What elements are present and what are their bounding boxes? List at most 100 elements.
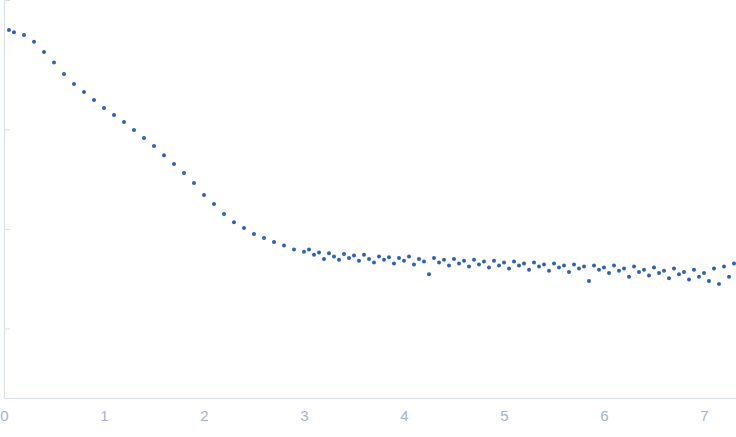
data-point <box>152 144 156 148</box>
data-point <box>697 275 701 279</box>
data-point <box>407 254 411 258</box>
data-point <box>202 193 206 197</box>
data-point <box>342 252 346 256</box>
x-tick: 6 <box>600 398 608 424</box>
x-tick-label: 3 <box>300 407 308 424</box>
data-point <box>112 113 116 117</box>
data-point <box>692 268 696 272</box>
data-point <box>162 153 166 157</box>
x-tick-label: 6 <box>600 407 608 424</box>
data-point <box>172 162 176 166</box>
y-axis-line <box>5 1 11 399</box>
data-point <box>537 264 541 268</box>
data-point <box>192 181 196 185</box>
y-tick-mark <box>4 129 10 130</box>
x-tick: 1 <box>100 398 108 424</box>
chart: 0 1 2 3 4 5 6 7 <box>0 0 736 437</box>
data-point <box>457 261 461 265</box>
data-point <box>392 261 396 265</box>
x-tick-label: 2 <box>200 407 208 424</box>
data-point <box>12 30 16 34</box>
data-point <box>82 90 86 94</box>
x-tick-label: 7 <box>700 407 708 424</box>
data-point <box>532 261 536 265</box>
y-tick <box>4 129 10 130</box>
data-point <box>547 269 551 273</box>
data-point <box>472 258 476 262</box>
data-point <box>587 279 591 283</box>
points <box>7 28 736 286</box>
data-point <box>542 262 546 266</box>
data-point <box>387 255 391 259</box>
data-point <box>332 254 336 258</box>
data-point <box>382 258 386 262</box>
x-tick-label: 4 <box>400 407 408 424</box>
y-tick-mark <box>4 328 10 329</box>
data-point <box>222 212 226 216</box>
data-point <box>337 258 341 262</box>
data-point <box>527 268 531 272</box>
data-point <box>732 261 736 265</box>
data-point <box>377 254 381 258</box>
data-point <box>497 263 501 267</box>
data-point <box>702 271 706 275</box>
data-point <box>272 240 276 244</box>
data-point <box>462 259 466 263</box>
data-point <box>102 106 106 110</box>
data-point <box>512 260 516 264</box>
data-point <box>362 253 366 257</box>
data-point <box>552 261 556 265</box>
x-tick: 7 <box>700 398 708 424</box>
data-point <box>132 128 136 132</box>
data-point <box>667 276 671 280</box>
data-point <box>657 271 661 275</box>
data-point <box>22 33 26 37</box>
data-point <box>357 259 361 263</box>
data-point <box>42 50 46 54</box>
data-point <box>347 256 351 260</box>
data-point <box>647 274 651 278</box>
data-point <box>592 263 596 267</box>
data-point <box>632 264 636 268</box>
data-point <box>717 282 721 286</box>
data-point <box>317 250 321 254</box>
x-tick: 2 <box>200 398 208 424</box>
data-point <box>492 259 496 263</box>
data-point <box>677 272 681 276</box>
x-axis: 0 1 2 3 4 5 6 7 <box>0 398 736 424</box>
data-point <box>32 40 36 44</box>
data-point <box>452 257 456 261</box>
x-tick-label: 1 <box>100 407 108 424</box>
x-tick-label: 5 <box>500 407 508 424</box>
data-point <box>367 257 371 261</box>
data-point <box>437 261 441 265</box>
data-point <box>682 270 686 274</box>
data-point <box>447 263 451 267</box>
data-point <box>707 279 711 283</box>
data-point <box>252 232 256 236</box>
x-axis-line <box>5 398 736 399</box>
x-tick-label: 0 <box>0 407 8 424</box>
data-point <box>672 267 676 271</box>
data-point <box>687 278 691 282</box>
x-tick: 5 <box>500 398 508 424</box>
data-point <box>712 267 716 271</box>
data-point <box>662 269 666 273</box>
data-point <box>442 258 446 262</box>
data-point <box>517 263 521 267</box>
data-point <box>637 270 641 274</box>
data-point <box>422 260 426 264</box>
data-point <box>282 244 286 248</box>
data-point <box>397 256 401 260</box>
data-point <box>142 136 146 140</box>
data-point <box>627 275 631 279</box>
data-point <box>617 269 621 273</box>
data-point <box>557 265 561 269</box>
data-point <box>327 251 331 255</box>
y-axis <box>4 1 10 399</box>
data-point <box>572 262 576 266</box>
data-point <box>242 226 246 230</box>
data-point <box>602 265 606 269</box>
x-tick: 4 <box>400 398 408 424</box>
data-point <box>212 202 216 206</box>
